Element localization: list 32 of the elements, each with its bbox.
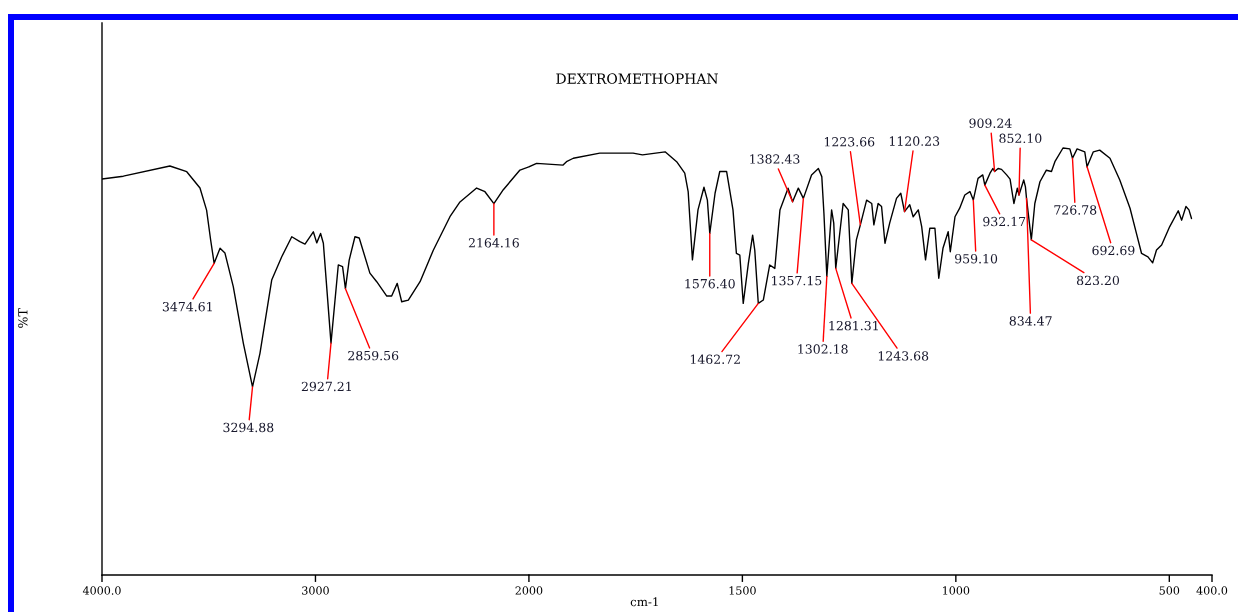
annotation: 1382.43 — [750, 154, 800, 164]
annotation: 692.69 — [1092, 245, 1135, 256]
x-tick-label: 4000.0 — [82, 586, 121, 595]
annotation: 2859.56 — [348, 350, 399, 361]
x-tick-label: 1500 — [729, 586, 756, 595]
annotation: 823.20 — [1076, 275, 1120, 286]
y-axis-title: %T — [18, 308, 28, 328]
x-tick-label: 400.0 — [1196, 586, 1228, 595]
annotation: 2164.16 — [468, 238, 519, 248]
x-tick-label: 1000 — [943, 586, 970, 595]
annotation: 1357.15 — [772, 275, 822, 286]
annotation: 1243.68 — [878, 351, 929, 361]
annotation: 3474.61 — [162, 301, 212, 312]
annotation: 932.17 — [983, 216, 1026, 227]
annotation: 852.10 — [999, 133, 1042, 144]
x-tick-label: 3000 — [302, 586, 329, 595]
annotation: 834.47 — [1009, 316, 1052, 326]
x-axis-title: cm-1 — [630, 597, 658, 607]
annotation: 1281.31 — [829, 320, 878, 331]
chart-title: DEXTROMETHOPHAN — [556, 73, 718, 84]
annotation: 1120.23 — [889, 136, 940, 146]
x-tick-label: 2000 — [515, 586, 543, 595]
annotation: 3294.88 — [223, 422, 274, 433]
annotation: 909.24 — [969, 118, 1012, 128]
annotation: 2927.21 — [301, 381, 351, 392]
annotation: 1302.18 — [798, 344, 848, 354]
x-tick-label: 500 — [1159, 586, 1180, 595]
annotation: 959.10 — [955, 253, 998, 264]
annotation: 726.78 — [1054, 205, 1097, 215]
annotation: 1223.66 — [824, 137, 875, 147]
annotation: 1462.72 — [690, 354, 740, 364]
annotation: 1576.40 — [685, 278, 735, 289]
